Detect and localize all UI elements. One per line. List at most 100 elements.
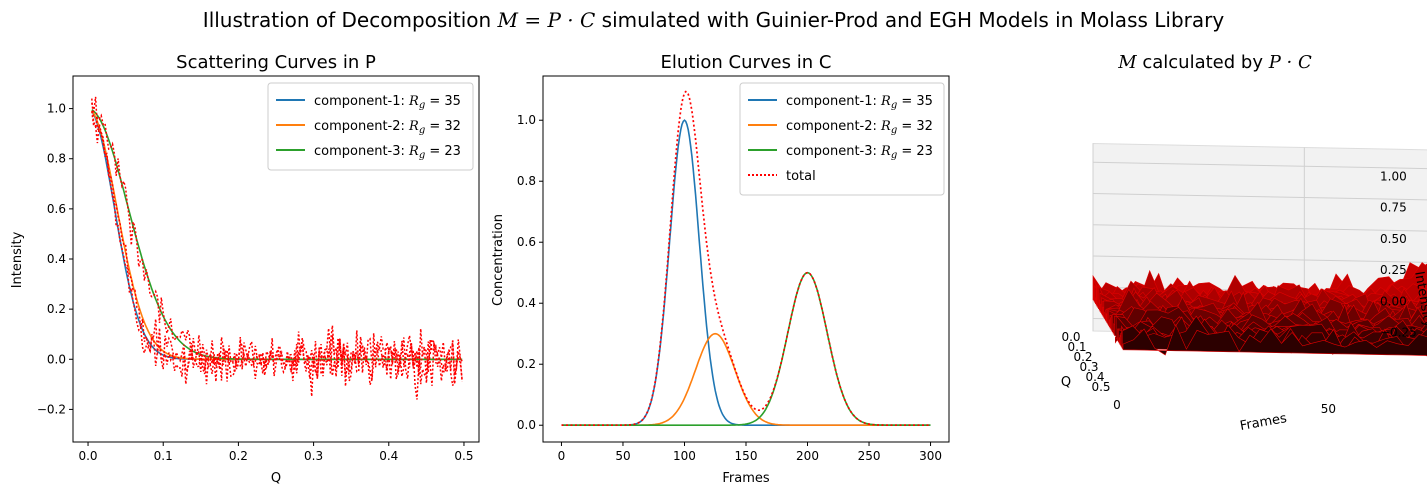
scattering-panel: Scattering Curves in P 0.0 0.1 0.2 0.3 0.4 0.… bbox=[10, 52, 480, 486]
legend-label: component-2: Rg = 32 bbox=[314, 119, 461, 136]
axis-ticks: 0501001502002503000.00.10.20.30.40.5−0.2… bbox=[1061, 169, 1417, 416]
y-tick-label: 0.8 bbox=[47, 152, 66, 166]
legend-value: = 35 bbox=[897, 94, 933, 109]
axes: 0 50 100 150 200 250 300 0.0 0.2 0.4 0.6 0.8 1.0 bbox=[517, 113, 942, 463]
y-tick-label: 1.0 bbox=[47, 102, 66, 116]
y-tick-label: 1.0 bbox=[517, 113, 536, 127]
series-lines bbox=[561, 90, 931, 427]
z-tick-label: 1.00 bbox=[1380, 169, 1407, 183]
legend-text: total bbox=[786, 169, 816, 184]
legend-value: = 35 bbox=[425, 94, 461, 109]
legend-value: = 32 bbox=[425, 119, 461, 134]
x-tick-label: 100 bbox=[673, 449, 696, 463]
y-tick-label: 0.1 bbox=[1067, 340, 1086, 354]
x-tick-label: 0.1 bbox=[154, 449, 173, 463]
x-tick-label: 0.0 bbox=[78, 449, 97, 463]
y-axis-label: Intensity bbox=[10, 231, 25, 288]
z-tick-label: 0.50 bbox=[1380, 232, 1407, 246]
legend-text: component-2: bbox=[786, 119, 881, 134]
axes: 0.0 0.1 0.2 0.3 0.4 0.5 −0.2 0.0 0.2 0.4 0.6 0.8 1.0 bbox=[37, 102, 474, 463]
title-text: calculated by bbox=[1137, 52, 1269, 73]
legend-text: component-1: bbox=[314, 94, 409, 109]
legend-label: component-1: Rg = 35 bbox=[786, 94, 933, 111]
title-math: M = P · C bbox=[497, 8, 596, 32]
x-tick-label: 0.4 bbox=[379, 449, 398, 463]
legend-text: component-3: bbox=[786, 144, 881, 159]
legend-sub: g bbox=[891, 150, 897, 161]
legend-label: component-2: Rg = 32 bbox=[786, 119, 933, 136]
y-axis-label: Concentration bbox=[491, 214, 506, 306]
z-tick-label: 0.00 bbox=[1380, 294, 1407, 308]
y-tick-label: 0.2 bbox=[1073, 350, 1092, 364]
title-math: M bbox=[1117, 52, 1137, 73]
y-tick-label: 0.0 bbox=[517, 418, 536, 432]
y-tick-label: 0.0 bbox=[47, 352, 66, 366]
x-tick-label: 300 bbox=[919, 449, 942, 463]
legend-sub: g bbox=[419, 150, 425, 161]
legend-text: component-2: bbox=[314, 119, 409, 134]
axes3d bbox=[1092, 142, 1427, 338]
x-axis-label: Q bbox=[271, 471, 281, 486]
legend-label: total bbox=[786, 169, 816, 184]
y-tick-label: 0.4 bbox=[47, 252, 66, 266]
x-axis-label: Frames bbox=[1239, 411, 1288, 434]
x-axis-label: Frames bbox=[722, 471, 770, 486]
legend-value: = 32 bbox=[897, 119, 933, 134]
x-tick-label: 150 bbox=[735, 449, 758, 463]
legend-sub: g bbox=[891, 100, 897, 111]
y-tick-label: −0.2 bbox=[37, 402, 66, 416]
x-tick-label: 0.2 bbox=[229, 449, 248, 463]
chart-title: M calculated by P · C bbox=[1117, 52, 1312, 73]
series-line bbox=[561, 271, 931, 426]
legend-label: component-1: Rg = 35 bbox=[314, 94, 461, 111]
z-tick-label: 0.75 bbox=[1380, 201, 1407, 215]
z-tick-label: −0.25 bbox=[1380, 326, 1417, 340]
x-tick-label: 200 bbox=[796, 449, 819, 463]
legend-value: = 23 bbox=[425, 144, 461, 159]
legend-box bbox=[739, 82, 945, 196]
legend-sub: g bbox=[419, 100, 425, 111]
title-math2: P · C bbox=[1268, 52, 1312, 73]
legend-sub: g bbox=[891, 125, 897, 136]
legend-label: component-3: Rg = 23 bbox=[786, 144, 933, 161]
x-tick-label: 50 bbox=[615, 449, 630, 463]
legend: component-1: Rg = 35 component-2: Rg = 32… bbox=[739, 82, 945, 196]
y-tick-label: 0.2 bbox=[517, 357, 536, 371]
y-tick-label: 0.4 bbox=[517, 296, 536, 310]
x-tick-label: 50 bbox=[1321, 402, 1336, 416]
x-tick-label: 0.5 bbox=[454, 449, 473, 463]
x-tick-label: 0 bbox=[1113, 398, 1121, 412]
title-post: simulated with Guinier-Prod and EGH Mode… bbox=[595, 8, 1225, 32]
y-tick-label: 0.6 bbox=[47, 202, 66, 216]
total-line bbox=[561, 90, 931, 427]
y-axis-label: Q bbox=[1061, 375, 1071, 390]
y-tick-label: 0.8 bbox=[517, 174, 536, 188]
surface-strip bbox=[1122, 323, 1427, 356]
y-tick-label: 0.5 bbox=[1091, 380, 1110, 394]
legend: component-1: Rg = 35 component-2: Rg = 32… bbox=[267, 82, 474, 171]
legend-math: R bbox=[880, 94, 891, 109]
legend-math: R bbox=[408, 144, 419, 159]
legend-math: R bbox=[408, 94, 419, 109]
y-tick-label: 0.3 bbox=[1079, 360, 1098, 374]
x-tick-label: 250 bbox=[858, 449, 881, 463]
title-pre: Illustration of Decomposition bbox=[202, 8, 498, 32]
legend-sub: g bbox=[419, 125, 425, 136]
x-tick-label: 0.3 bbox=[304, 449, 323, 463]
chart-title: Elution Curves in C bbox=[661, 52, 832, 73]
elution-panel: Elution Curves in C 0 50 100 150 200 250 300 0.… bbox=[491, 52, 950, 486]
y-tick-label: 0.0 bbox=[1061, 330, 1080, 344]
surface-panel: M calculated by P · C 050100150200250300… bbox=[1061, 52, 1427, 434]
chart-title: Scattering Curves in P bbox=[176, 52, 376, 73]
series-line bbox=[561, 332, 931, 426]
surface bbox=[1092, 262, 1427, 357]
legend-text: component-1: bbox=[786, 94, 881, 109]
series-lines bbox=[91, 96, 463, 400]
legend-math: R bbox=[880, 144, 891, 159]
y-tick-label: 0.4 bbox=[1085, 370, 1104, 384]
legend-value: = 23 bbox=[897, 144, 933, 159]
x-tick-label: 0 bbox=[558, 449, 566, 463]
figure-title: Illustration of Decomposition M = P · C … bbox=[0, 8, 1427, 32]
z-tick-label: 0.25 bbox=[1380, 263, 1407, 277]
